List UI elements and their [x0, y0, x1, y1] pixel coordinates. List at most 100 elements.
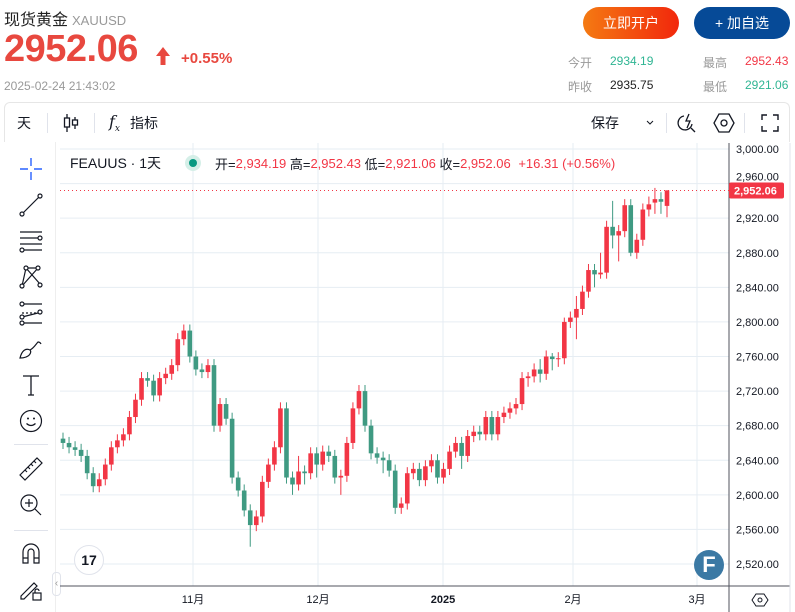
candle-body	[284, 408, 289, 478]
interval-button[interactable]: 天	[17, 115, 31, 131]
y-tick-label: 2,760.00	[736, 352, 779, 364]
candle-body	[404, 473, 410, 504]
y-tick-label: 2,840.00	[736, 282, 779, 294]
zoom-in-icon[interactable]	[18, 492, 44, 518]
candle-body	[260, 481, 265, 517]
candle-body	[398, 503, 404, 508]
text-icon[interactable]	[18, 372, 44, 398]
y-tick-label: 2,600.00	[736, 490, 779, 502]
candle-body	[60, 438, 66, 443]
candle-body	[121, 434, 126, 441]
y-tick-label: 2,640.00	[736, 455, 779, 467]
candle-body	[447, 451, 452, 469]
ohlc-legend: FEAUUS · 1天 开= 2,934.19 高= 2,952.43 低= 2,92…	[70, 155, 616, 172]
candle-body	[453, 442, 458, 452]
candle-body	[664, 190, 670, 206]
chevron-down-icon[interactable]	[645, 118, 655, 128]
candle-body	[356, 391, 362, 409]
arrow-up-icon	[156, 47, 170, 65]
candle-body	[72, 447, 78, 450]
candle-body	[229, 418, 235, 478]
trend-line-icon[interactable]	[18, 192, 44, 218]
candle-body	[580, 291, 585, 309]
candle-body	[314, 453, 319, 465]
candle-body	[574, 308, 579, 318]
f-logo: F	[694, 550, 724, 580]
candle-body	[139, 378, 144, 400]
candle-body	[628, 205, 634, 253]
last-price-badge	[729, 182, 784, 199]
candles-icon[interactable]	[62, 113, 80, 133]
candle-body	[90, 473, 96, 487]
candle-body	[652, 199, 658, 203]
candle-body	[181, 330, 187, 340]
axis-settings-icon[interactable]	[751, 593, 769, 607]
candle-body	[217, 404, 223, 426]
candle-body	[332, 455, 338, 478]
instrument-title: 现货黄金 XAUUSD	[4, 12, 127, 29]
high-label: 最高	[703, 56, 728, 70]
candle-body	[151, 380, 156, 396]
save-button[interactable]: 保存	[591, 115, 619, 131]
magnet-icon[interactable]	[18, 540, 44, 566]
y-tick-label: 2,560.00	[736, 524, 779, 536]
candle-body	[278, 408, 283, 448]
change-percent: +0.55%	[181, 50, 233, 67]
indicators-button[interactable]: fx 指标	[109, 111, 158, 135]
y-tick-label: 2,920.00	[736, 213, 779, 225]
candle-body	[211, 365, 217, 426]
legend-low: 2,921.06	[385, 155, 436, 171]
candle-body	[205, 365, 211, 373]
candle-body	[386, 460, 392, 471]
emoji-icon[interactable]	[18, 408, 44, 434]
add-watchlist-button[interactable]: + 加自选	[694, 7, 790, 39]
horizontal-lines-icon[interactable]	[18, 228, 44, 254]
brush-icon[interactable]	[18, 336, 44, 362]
candle-body	[223, 404, 229, 419]
candle-body	[429, 460, 434, 467]
tradingview-logo[interactable]: 17	[74, 545, 104, 575]
candle-body	[658, 199, 664, 202]
y-tick-label: 2,520.00	[736, 559, 779, 571]
candle-body	[308, 453, 313, 474]
candle-body	[459, 442, 464, 456]
settings-icon[interactable]	[713, 112, 735, 134]
candle-body	[78, 449, 84, 456]
fullscreen-icon[interactable]	[760, 113, 780, 133]
candle-body	[247, 510, 253, 526]
collapse-toolbar-button[interactable]: ‹	[52, 572, 61, 596]
candle-body	[646, 204, 652, 210]
candle-body	[145, 378, 150, 381]
open-account-button[interactable]: 立即开户	[583, 7, 679, 39]
candle-body	[507, 408, 513, 413]
x-tick-label: 3月	[688, 594, 705, 606]
timestamp: 2025-02-24 21:43:02	[4, 79, 116, 93]
legend-high: 2,952.43	[310, 155, 362, 171]
ruler-icon[interactable]	[18, 456, 44, 482]
candle-body	[640, 209, 646, 240]
candle-body	[525, 376, 531, 379]
candle-body	[380, 457, 386, 461]
candle-body	[392, 470, 398, 508]
current-price: 2952.06	[4, 28, 138, 70]
low-value: 2921.06	[745, 78, 789, 92]
candle-body	[350, 408, 356, 443]
open-value: 2934.19	[610, 54, 654, 68]
candle-body	[102, 464, 108, 480]
pattern-icon[interactable]	[18, 264, 44, 290]
candle-body	[519, 378, 525, 405]
candle-body	[568, 317, 573, 322]
candle-body	[411, 468, 416, 474]
candle-body	[302, 471, 307, 474]
fib-icon[interactable]	[18, 300, 44, 326]
candle-body	[362, 391, 368, 426]
chart-toolbar: 天 fx 指标 保存	[4, 102, 790, 142]
candle-body	[157, 378, 162, 396]
candle-body	[169, 365, 175, 374]
candle-body	[604, 226, 609, 273]
crosshair-icon[interactable]	[18, 156, 44, 182]
alert-icon[interactable]	[676, 112, 698, 134]
lock-drawings-icon[interactable]	[18, 576, 44, 602]
y-tick-label: 2,680.00	[736, 421, 779, 433]
